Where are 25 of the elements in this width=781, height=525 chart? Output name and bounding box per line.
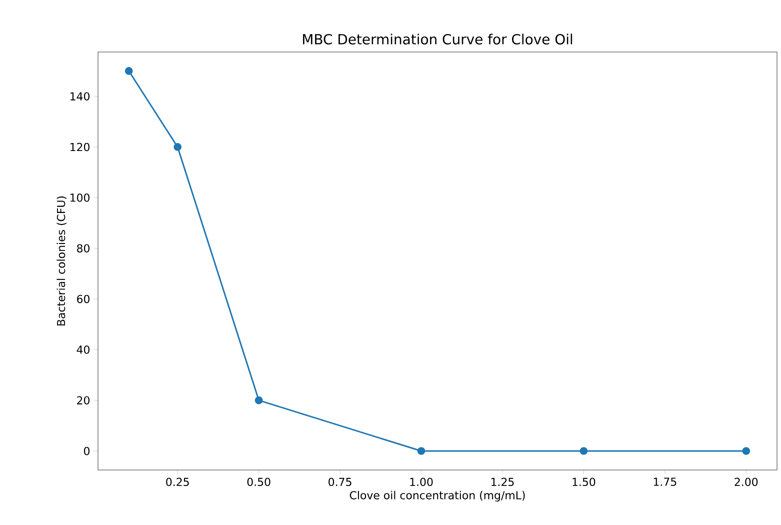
y-tick-label: 80 [77, 244, 90, 252]
point [417, 447, 426, 455]
point [742, 447, 750, 455]
x-tick-label: 0.50 [247, 478, 270, 486]
x-tick-label: 1.50 [572, 478, 596, 486]
y-tick-label: 40 [76, 346, 90, 354]
point [580, 447, 588, 455]
x-tick-label: 1.75 [654, 478, 676, 486]
y-tick-label: 0 [84, 446, 90, 456]
x-tick-label: 0.25 [166, 478, 189, 486]
x-tick-label: 1.00 [410, 478, 433, 486]
point [254, 396, 263, 404]
chart-title: MBC Determination Curve for Clove Oil [303, 34, 572, 45]
x-tick-label: 2.00 [734, 478, 758, 486]
y-tick-label: 120 [70, 142, 90, 152]
point [124, 67, 133, 75]
y-tick-label: 140 [70, 92, 90, 100]
y-axis-title: Bacterial colonies (CFU) [56, 196, 66, 326]
x-axis-title: Clove oil concentration (mg/mL) [350, 490, 525, 502]
x-tick-label: 0.75 [328, 478, 352, 486]
point [174, 143, 182, 151]
y-tick-label: 100 [70, 194, 90, 202]
x-tick-label: 1.25 [491, 478, 514, 486]
y-tick-label: 60 [77, 294, 90, 304]
y-tick-label: 20 [77, 396, 90, 404]
